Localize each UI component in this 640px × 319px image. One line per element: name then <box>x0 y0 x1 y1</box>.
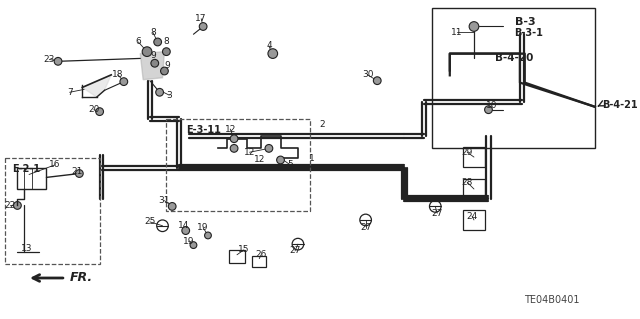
Text: 20: 20 <box>88 105 99 114</box>
Text: 23: 23 <box>44 55 55 64</box>
Text: 7: 7 <box>67 88 72 97</box>
Text: 11: 11 <box>451 28 462 37</box>
Text: B-3: B-3 <box>515 17 535 27</box>
Bar <box>252 256 266 267</box>
Circle shape <box>163 48 170 56</box>
Text: 27: 27 <box>360 223 371 232</box>
Text: 17: 17 <box>195 14 207 23</box>
Bar <box>463 179 484 199</box>
Text: 1: 1 <box>308 153 314 163</box>
Text: 10: 10 <box>486 101 497 110</box>
Text: 21: 21 <box>72 167 83 176</box>
Circle shape <box>205 232 211 239</box>
Text: 28: 28 <box>461 178 473 187</box>
Circle shape <box>142 47 152 56</box>
Text: 8: 8 <box>163 37 169 47</box>
Text: 19: 19 <box>197 223 209 232</box>
Text: 22: 22 <box>4 201 15 210</box>
Text: 26: 26 <box>255 250 267 259</box>
Bar <box>463 147 484 167</box>
Text: 12: 12 <box>244 148 255 157</box>
Text: 19: 19 <box>183 237 195 246</box>
Text: 27: 27 <box>289 246 301 256</box>
Text: 15: 15 <box>238 245 250 255</box>
Text: 24: 24 <box>467 211 477 220</box>
Circle shape <box>120 78 128 85</box>
Polygon shape <box>82 75 111 97</box>
Circle shape <box>230 145 238 152</box>
Text: 6: 6 <box>136 37 141 47</box>
Text: 5: 5 <box>287 160 293 169</box>
Text: FR.: FR. <box>70 271 93 284</box>
Circle shape <box>484 106 492 114</box>
Text: 12: 12 <box>253 155 265 165</box>
Bar <box>166 119 310 211</box>
Circle shape <box>469 22 479 31</box>
Circle shape <box>154 38 161 46</box>
Text: 18: 18 <box>112 70 124 79</box>
Circle shape <box>76 170 83 177</box>
Text: 12: 12 <box>225 124 236 134</box>
Circle shape <box>96 108 104 115</box>
Text: B-3-1: B-3-1 <box>515 28 543 38</box>
Text: 2: 2 <box>319 120 325 129</box>
Circle shape <box>156 88 163 96</box>
Bar <box>433 8 595 148</box>
Text: E-3-11: E-3-11 <box>186 125 221 135</box>
Text: TE04B0401: TE04B0401 <box>524 295 579 305</box>
Circle shape <box>373 77 381 85</box>
Polygon shape <box>140 52 164 80</box>
Text: 25: 25 <box>144 217 156 226</box>
Bar <box>463 210 484 230</box>
Circle shape <box>54 57 62 65</box>
Text: 30: 30 <box>362 70 373 79</box>
Circle shape <box>182 227 189 234</box>
Text: 14: 14 <box>178 221 189 230</box>
Circle shape <box>199 23 207 30</box>
Text: 31: 31 <box>159 196 170 205</box>
Text: 13: 13 <box>21 244 33 254</box>
Text: 3: 3 <box>166 91 172 100</box>
Text: B-4-21: B-4-21 <box>603 100 638 110</box>
Circle shape <box>190 242 197 249</box>
Bar <box>229 250 244 263</box>
Text: 4: 4 <box>266 41 272 50</box>
Circle shape <box>161 67 168 75</box>
Text: 16: 16 <box>49 160 61 169</box>
Circle shape <box>230 135 238 143</box>
Circle shape <box>268 49 278 58</box>
Circle shape <box>151 59 159 67</box>
Text: 9: 9 <box>164 61 170 70</box>
Circle shape <box>265 145 273 152</box>
Text: B-4-20: B-4-20 <box>495 53 534 63</box>
Circle shape <box>276 156 284 164</box>
Text: 27: 27 <box>431 209 443 218</box>
Text: 29: 29 <box>461 148 473 157</box>
Text: 9: 9 <box>150 51 156 60</box>
Circle shape <box>13 202 21 209</box>
Text: 8: 8 <box>150 28 156 37</box>
Bar <box>5 158 100 264</box>
Circle shape <box>168 203 176 210</box>
Bar <box>17 168 47 189</box>
Text: E-2-1: E-2-1 <box>12 164 40 174</box>
